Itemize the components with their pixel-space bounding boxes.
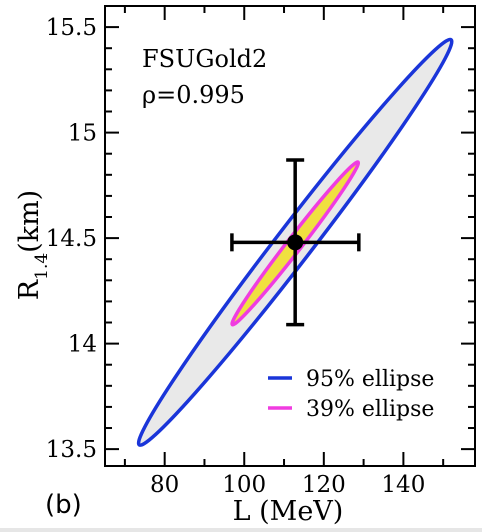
y-tick-label: 13.5 bbox=[46, 437, 97, 463]
y-axis-label-subscript: 1.4 bbox=[32, 253, 52, 280]
y-axis-label-main: R bbox=[14, 279, 45, 300]
x-tick-label: 80 bbox=[150, 472, 179, 498]
y-axis-label-unit: (km) bbox=[14, 190, 45, 253]
y-tick-label: 14 bbox=[68, 332, 97, 358]
x-tick-label: 120 bbox=[302, 472, 346, 498]
y-tick-label: 15 bbox=[68, 121, 97, 147]
svg-text:R1.4(km): R1.4(km) bbox=[14, 190, 52, 300]
annotation-rho: ρ=0.995 bbox=[142, 81, 245, 109]
panel-label: (b) bbox=[45, 490, 82, 520]
x-axis-label: L (MeV) bbox=[233, 496, 344, 527]
legend: 95% ellipse 39% ellipse bbox=[268, 367, 434, 422]
y-tick-label: 14.5 bbox=[46, 226, 97, 252]
legend-label-39: 39% ellipse bbox=[306, 397, 434, 422]
data-point-layer bbox=[230, 158, 361, 327]
data-point-marker bbox=[287, 234, 304, 251]
legend-label-95: 95% ellipse bbox=[306, 367, 434, 392]
ticks-layer: 80 100 120 140 13.5 14 14.5 15 15.5 bbox=[46, 6, 475, 498]
y-tick-label: 15.5 bbox=[46, 15, 97, 41]
y-axis-label: R1.4(km) bbox=[14, 190, 52, 300]
annotation-model: FSUGold2 bbox=[142, 45, 267, 73]
x-tick-label: 140 bbox=[381, 472, 425, 498]
x-tick-label: 100 bbox=[222, 472, 266, 498]
